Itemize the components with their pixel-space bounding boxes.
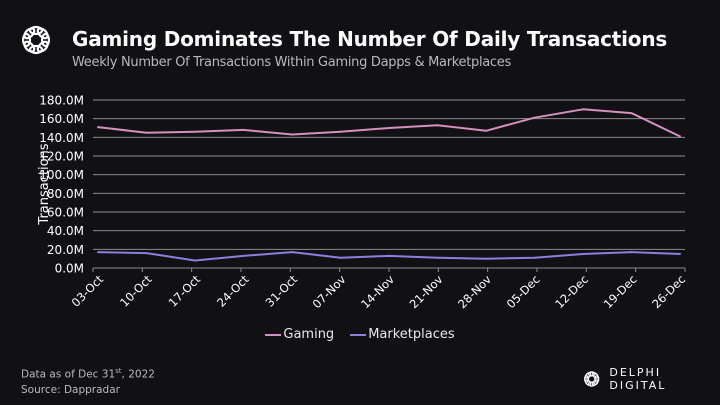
data-point-marketplaces (533, 256, 536, 259)
y-tick-label: 80.0M (47, 187, 84, 201)
data-point-marketplaces (145, 252, 148, 255)
x-tick-label: 05-Dec (504, 272, 543, 311)
data-point-marketplaces (388, 254, 390, 257)
data-point-gaming (145, 131, 148, 134)
data-as-of-note: Data as of Dec 31st, 2022 (21, 367, 155, 381)
legend-swatch-marketplaces (350, 333, 367, 336)
data-point-gaming (679, 135, 681, 138)
x-tick-label: 21-Nov (407, 272, 446, 311)
chart-title: Gaming Dominates The Number Of Daily Tra… (72, 27, 668, 51)
data-point-marketplaces (582, 253, 584, 255)
chart-subtitle: Weekly Number Of Transactions Within Gam… (72, 55, 511, 70)
data-point-marketplaces (194, 259, 196, 262)
x-tick-label: 24-Oct (214, 272, 252, 310)
chart-legend: Gaming Marketplaces (0, 327, 720, 342)
x-tick-label: 12-Dec (552, 272, 591, 311)
data-point-gaming (291, 133, 293, 136)
y-tick-label: 100.0M (39, 168, 84, 182)
source-note: Source: Dappradar (21, 383, 120, 396)
data-point-gaming (388, 127, 390, 129)
x-tick-label: 14-Nov (358, 272, 397, 311)
y-tick-label: 0.0M (55, 262, 84, 276)
y-tick-label: 120.0M (39, 150, 84, 164)
data-point-gaming (194, 130, 196, 133)
legend-swatch-gaming (265, 333, 282, 336)
brand-mark: DELPHI DIGITAL (582, 366, 720, 392)
y-tick-label: 160.0M (39, 112, 84, 126)
series-lines (97, 108, 681, 262)
delphi-knot-icon (583, 371, 600, 387)
data-point-gaming (97, 126, 99, 129)
delphi-logo-icon (21, 25, 51, 55)
grid-lines (93, 99, 685, 269)
series-line-gaming (97, 108, 681, 138)
data-point-gaming (242, 128, 245, 131)
footer-notes: Data as of Dec 31st, 2022 Source: Dappra… (21, 364, 155, 398)
x-tick-label: 26-Dec (649, 272, 688, 311)
x-tick-label: 28-Nov (455, 272, 494, 311)
x-tick-label: 17-Oct (166, 272, 204, 310)
data-point-marketplaces (339, 256, 342, 259)
data-point-marketplaces (485, 257, 487, 260)
y-tick-label: 40.0M (47, 224, 84, 238)
brand-name: DELPHI DIGITAL (609, 366, 667, 392)
y-axis-label: Transactions (37, 143, 52, 225)
data-point-gaming (436, 124, 439, 127)
data-point-gaming (630, 112, 633, 115)
x-tick-label: 19-Dec (601, 272, 640, 311)
legend-item-gaming[interactable]: Gaming (265, 327, 334, 342)
legend-label-gaming: Gaming (283, 327, 335, 342)
data-point-marketplaces (679, 253, 681, 255)
y-tick-label: 60.0M (47, 206, 84, 220)
data-point-gaming (582, 108, 584, 111)
data-point-marketplaces (97, 251, 99, 254)
y-tick-label: 140.0M (39, 131, 84, 145)
y-tick-label: 20.0M (47, 243, 84, 257)
y-tick-label: 180.0M (39, 94, 84, 108)
data-point-marketplaces (630, 251, 633, 254)
data-point-gaming (339, 130, 342, 133)
x-axis-ticks: 03-Oct 10-Oct 17-Oct 24-Oct 31-Oct 07-Nov 14-N… (69, 268, 688, 311)
data-point-marketplaces (436, 256, 439, 259)
data-point-gaming (533, 116, 536, 119)
legend-label-marketplaces: Marketplaces (368, 327, 455, 342)
y-axis-ticks: 0.0M 20.0M 40.0M 60.0M 80.0M 100.0M 120.0M 140.… (39, 94, 84, 276)
x-tick-label: 03-Oct (69, 272, 107, 310)
legend-item-marketplaces[interactable]: Marketplaces (350, 327, 455, 342)
x-tick-label: 07-Nov (310, 272, 349, 311)
data-point-gaming (485, 129, 487, 132)
data-point-marketplaces (291, 251, 293, 254)
x-tick-label: 10-Oct (117, 272, 155, 310)
x-tick-label: 31-Oct (263, 272, 301, 310)
data-point-marketplaces (242, 254, 245, 257)
